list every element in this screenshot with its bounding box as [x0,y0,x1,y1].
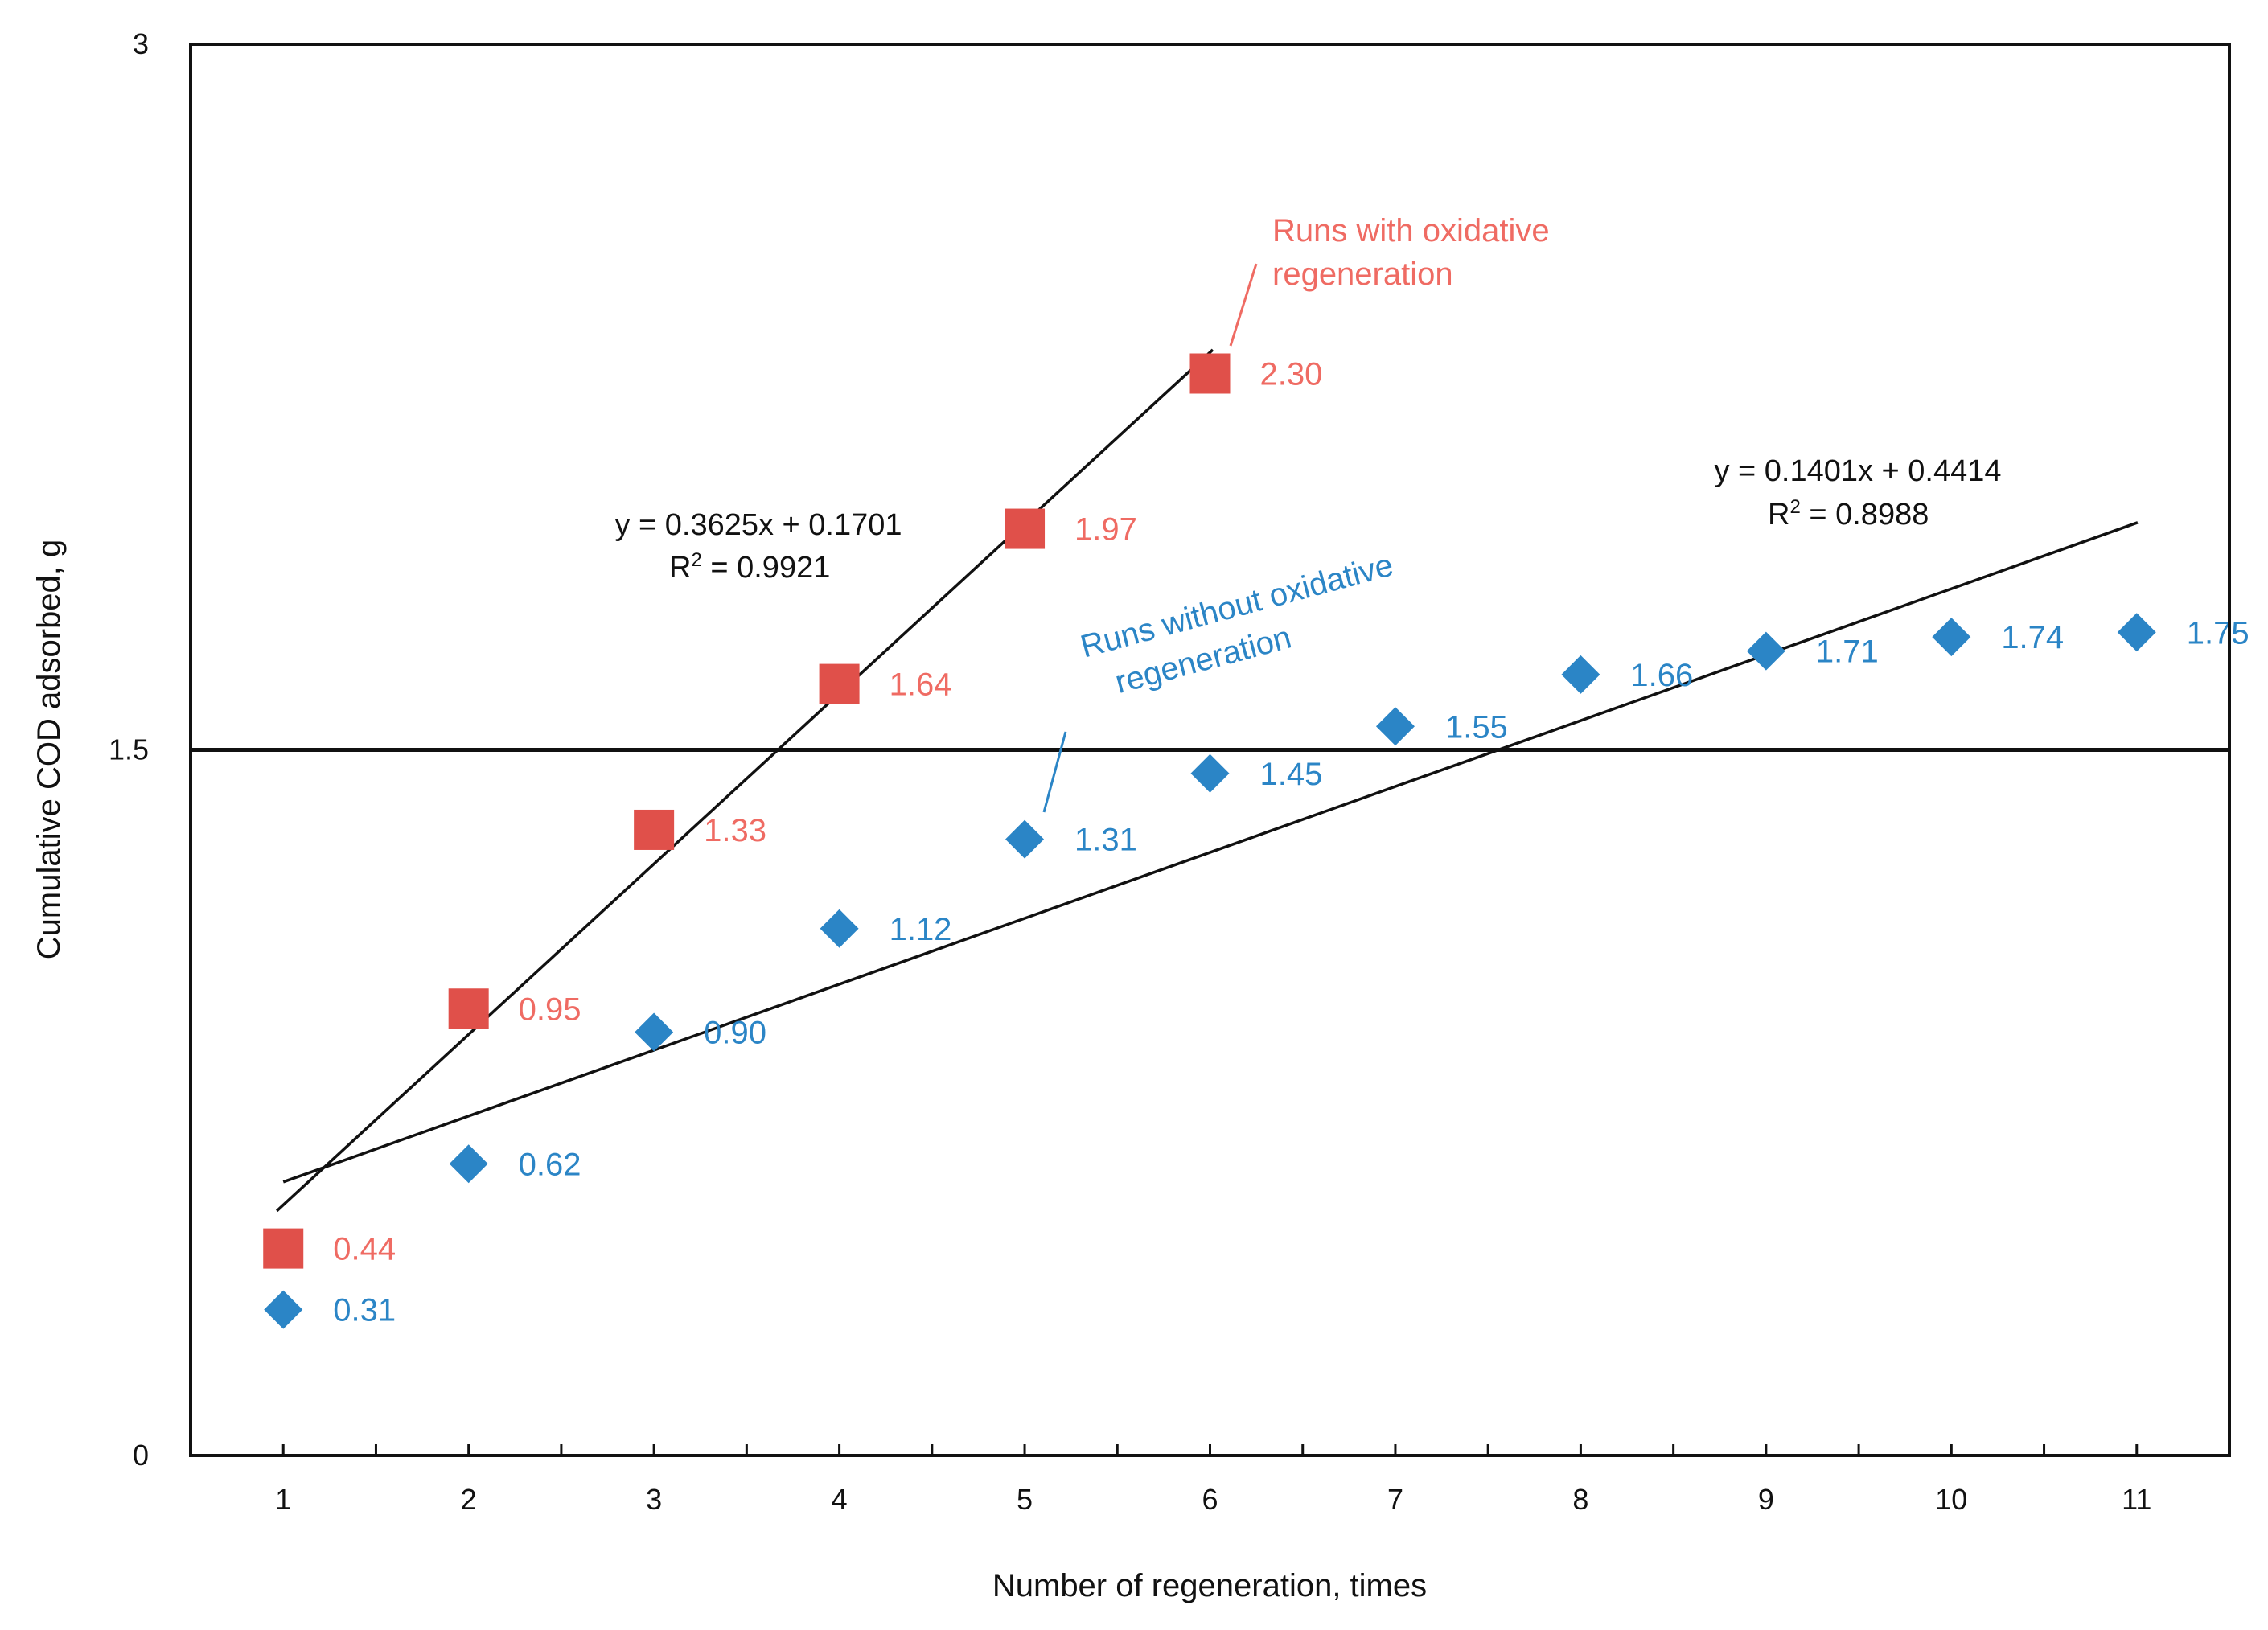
marker-diamond-without-regeneration [449,1144,488,1184]
y-axis-title: Cumulative COD adsorbed, g [31,540,67,959]
marker-square-with-regeneration [1189,353,1231,394]
data-label: 0.44 [333,1232,396,1267]
marker-square-with-regeneration [634,809,675,850]
marker-diamond-without-regeneration [264,1290,303,1329]
trendline-series-2 [282,521,2139,1184]
x-tick-label: 2 [461,1483,477,1516]
r2-with-regeneration: R2 = 0.9921 [669,549,830,585]
data-label: 1.97 [1074,512,1137,548]
r2-prefix: R [669,551,691,585]
series-label-with-regeneration-line-1: Runs with oxidative [1272,213,1550,248]
data-label: 1.55 [1445,709,1508,745]
marker-square-with-regeneration [819,663,860,704]
data-label: 0.95 [519,992,581,1027]
data-point-group [263,353,2156,1329]
marker-diamond-without-regeneration [1190,753,1230,793]
marker-diamond-without-regeneration [1375,707,1415,746]
x-tick-label: 8 [1572,1483,1588,1516]
trendline-group [275,348,2139,1213]
r2-without-regeneration: R2 = 0.8988 [1768,496,1929,532]
y-tick-label: 3 [133,27,149,60]
r2-superscript: 2 [1789,496,1800,518]
data-label: 1.33 [704,813,766,848]
data-label: 2.30 [1260,357,1323,392]
data-label: 1.75 [2187,615,2250,651]
data-label: 1.74 [2001,620,2064,655]
x-tick-label: 9 [1758,1483,1774,1516]
marker-diamond-without-regeneration [2117,613,2156,652]
x-tick-label: 6 [1202,1483,1218,1516]
data-label: 1.64 [890,667,952,703]
marker-square-with-regeneration [263,1228,304,1269]
marker-diamond-without-regeneration [1005,819,1045,859]
x-axis-title: Number of regeneration, times [992,1568,1427,1603]
marker-diamond-without-regeneration [1932,618,1971,657]
series-label-with-regeneration-line-2: regeneration [1272,257,1453,292]
data-label: 1.12 [890,912,952,947]
marker-diamond-without-regeneration [635,1012,674,1052]
trendline-equation-without-regeneration: y = 0.1401x + 0.4414 [1714,454,2001,488]
data-label: 0.62 [519,1147,581,1182]
callout-line-without-regeneration [1042,731,1067,813]
r2-value: = 0.9921 [702,551,831,585]
y-tick-label: 1.5 [109,733,149,766]
r2-value: = 0.8988 [1801,498,1929,532]
x-tick-label: 3 [646,1483,662,1516]
marker-diamond-without-regeneration [1561,655,1600,694]
data-label: 1.31 [1074,823,1137,858]
tick-group [281,1444,2139,1456]
data-label: 0.90 [704,1016,766,1051]
data-label: 1.71 [1816,634,1879,670]
data-label: 1.45 [1260,757,1323,792]
data-label: 1.66 [1630,658,1693,693]
marker-diamond-without-regeneration [820,909,859,948]
data-label: 0.31 [333,1293,396,1328]
trendline-series-1 [275,348,1214,1213]
y-tick-label: 0 [133,1439,149,1472]
x-tick-label: 1 [275,1483,291,1516]
callout-line-with-regeneration [1229,263,1258,347]
r2-prefix: R [1768,498,1789,532]
label-group: 1 2 3 4 5 6 7 8 9 10 11 0 1.5 3 0.44 0.95 1.33 1.64 1.97 2.… [109,27,2250,1516]
marker-square-with-regeneration [448,988,489,1029]
trendline-equation-with-regeneration: y = 0.3625x + 0.1701 [614,508,902,542]
x-tick-label: 10 [1935,1483,1967,1516]
x-tick-label: 7 [1387,1483,1403,1516]
x-tick-label: 5 [1017,1483,1033,1516]
x-tick-label: 11 [2122,1483,2151,1516]
x-tick-label: 4 [832,1483,848,1516]
marker-square-with-regeneration [1005,508,1046,549]
plot-frame [189,43,2231,1457]
r2-superscript: 2 [691,549,701,571]
marker-diamond-without-regeneration [1746,631,1785,671]
